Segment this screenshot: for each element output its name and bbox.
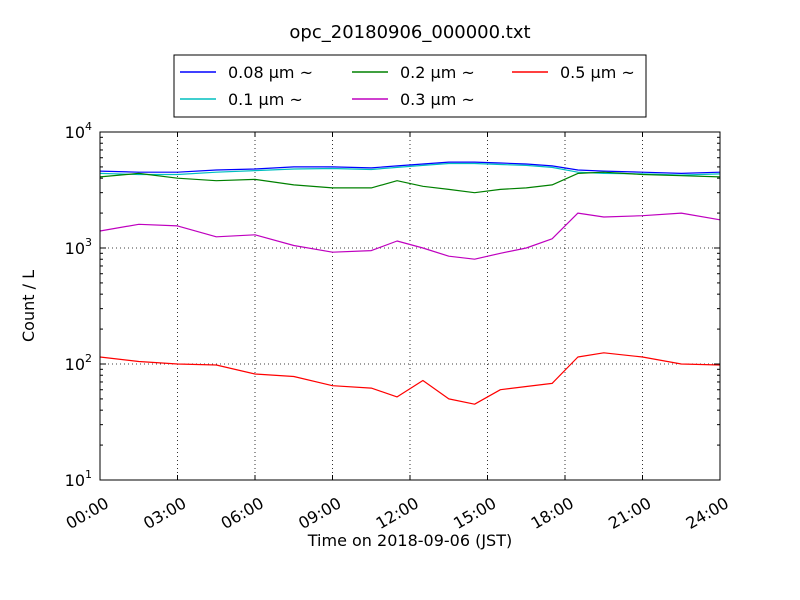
legend-label: 0.1 μm ~ [228, 90, 303, 109]
legend: 0.08 μm ~ 0.2 μm ~ 0.5 μm ~ 0.1 μm ~ 0.3 μm … [173, 54, 647, 118]
x-axis-label: Time on 2018-09-06 (JST) [307, 531, 512, 550]
legend-label: 0.2 μm ~ [400, 63, 475, 82]
legend-label: 0.3 μm ~ [400, 90, 475, 109]
legend-label: 0.08 μm ~ [228, 63, 313, 82]
series-line-0.5um [99, 352, 721, 405]
series-line-0.3um [99, 212, 721, 260]
y-tick-label: 103 [65, 236, 92, 258]
y-tick-label: 104 [65, 120, 92, 142]
legend-frame [173, 54, 647, 118]
y-tick-label: 101 [65, 468, 92, 490]
y-tick-label: 102 [65, 352, 92, 374]
series-group [99, 161, 721, 405]
legend-label: 0.5 μm ~ [560, 63, 635, 82]
chart-title: opc_20180906_000000.txt [289, 22, 530, 43]
grid [100, 132, 720, 480]
y-axis-label: Count / L [19, 270, 38, 342]
series-line-0.2um [99, 171, 721, 194]
y-tick-labels: 101 102 103 104 [65, 120, 92, 490]
series-line-0.1um [99, 162, 721, 176]
ticks [99, 131, 721, 481]
series-line-0.08um [99, 161, 721, 174]
